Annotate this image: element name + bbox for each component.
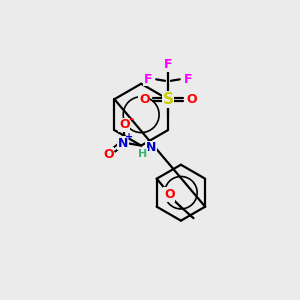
Text: F: F xyxy=(164,58,172,71)
Text: O: O xyxy=(139,93,150,106)
Text: N: N xyxy=(146,141,156,154)
Text: F: F xyxy=(183,73,192,86)
Text: O: O xyxy=(186,93,197,106)
Text: N: N xyxy=(118,137,128,150)
Text: F: F xyxy=(144,73,152,86)
Text: O: O xyxy=(119,118,130,131)
Text: S: S xyxy=(162,92,173,107)
Text: O: O xyxy=(103,148,113,161)
Text: +: + xyxy=(125,132,134,142)
Text: H: H xyxy=(138,148,147,158)
Text: -: - xyxy=(128,113,134,126)
Text: O: O xyxy=(164,188,175,201)
